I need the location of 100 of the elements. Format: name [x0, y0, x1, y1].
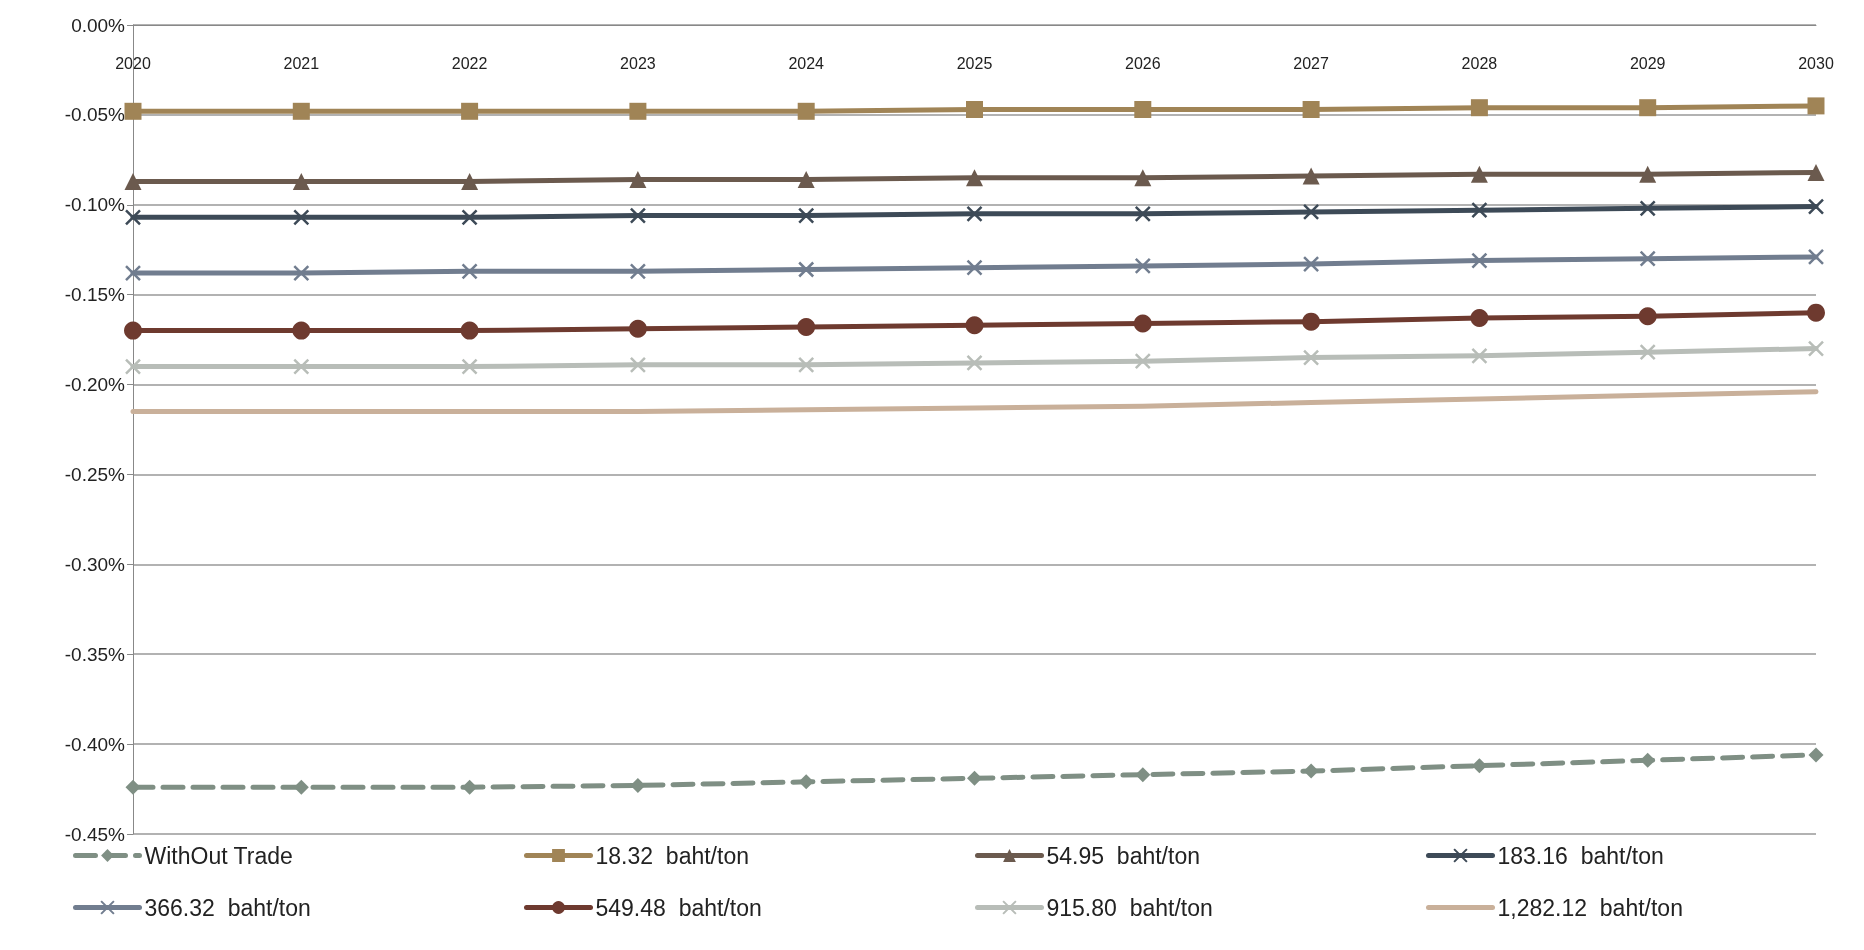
- point: [1134, 352, 1152, 370]
- point: [461, 209, 478, 226]
- point: [629, 171, 647, 189]
- point: [1133, 314, 1152, 333]
- legend-label: 54.95 baht/ton: [1046, 842, 1200, 869]
- point: [1470, 309, 1489, 328]
- point: [628, 319, 647, 338]
- x-tick-label: 2020: [115, 54, 151, 72]
- point: [1639, 99, 1657, 117]
- y-tick-label: -0.10%: [64, 194, 126, 216]
- point: [797, 261, 815, 278]
- point: [124, 209, 142, 226]
- point: [797, 207, 815, 224]
- x-tick-label: 2021: [283, 54, 320, 72]
- point: [966, 101, 983, 118]
- point: [1807, 163, 1825, 181]
- point: [1302, 312, 1321, 331]
- point: [124, 264, 142, 282]
- y-tick-label: -0.15%: [64, 284, 126, 306]
- y-tick-label: -0.45%: [64, 823, 126, 845]
- point: [1638, 307, 1657, 326]
- point: [1640, 752, 1656, 768]
- x-tick-label: 2029: [1629, 54, 1666, 72]
- point: [966, 354, 983, 372]
- point: [1639, 343, 1656, 361]
- point: [460, 321, 479, 340]
- point: [797, 102, 815, 120]
- point: [629, 263, 647, 280]
- point: [1470, 165, 1488, 183]
- y-tick-label: -0.25%: [64, 463, 126, 485]
- point: [1639, 200, 1656, 217]
- point: [461, 358, 478, 375]
- legend-label: 915.80 baht/ton: [1046, 894, 1213, 921]
- point: [797, 318, 816, 337]
- y-tick-label: -0.20%: [64, 374, 126, 396]
- point: [1471, 758, 1487, 774]
- y-tick-label: -0.30%: [64, 553, 126, 575]
- y-tick-label: -0.40%: [64, 733, 126, 755]
- point: [629, 356, 647, 374]
- y-tick-label: 0.00%: [71, 14, 126, 36]
- point: [1135, 767, 1151, 783]
- point: [1471, 201, 1488, 219]
- point: [124, 358, 142, 375]
- point: [124, 102, 142, 120]
- legend-label: 18.32 baht/ton: [595, 842, 749, 869]
- point: [1808, 747, 1824, 763]
- point: [124, 321, 142, 340]
- x-tick-label: 2022: [451, 54, 488, 72]
- point: [1471, 252, 1488, 269]
- point: [1302, 203, 1320, 221]
- point: [1134, 169, 1152, 187]
- y-tick-label: -0.35%: [64, 643, 126, 665]
- point: [1302, 349, 1320, 366]
- x-tick-label: 2023: [620, 54, 656, 72]
- point: [1639, 250, 1656, 267]
- point: [1471, 347, 1488, 365]
- x-tick-label: 2030: [1798, 54, 1834, 72]
- point: [629, 102, 647, 120]
- point: [967, 770, 982, 786]
- x-tick-label: 2025: [956, 54, 993, 72]
- point: [461, 102, 479, 120]
- point: [1807, 248, 1825, 266]
- point: [1302, 255, 1320, 273]
- point: [966, 169, 983, 187]
- point: [1303, 763, 1319, 779]
- point: [1470, 99, 1488, 117]
- x-tick-label: 2026: [1125, 54, 1161, 72]
- x-tick-label: 2024: [788, 54, 825, 72]
- point: [1302, 167, 1320, 185]
- point: [1807, 198, 1825, 215]
- point: [797, 171, 815, 189]
- point: [966, 205, 983, 223]
- point: [293, 358, 310, 375]
- point: [1639, 165, 1657, 183]
- point: [124, 172, 142, 190]
- point: [798, 774, 814, 790]
- x-tick-label: 2028: [1461, 54, 1498, 72]
- point: [1807, 340, 1825, 357]
- point: [461, 263, 478, 280]
- legend-label: 183.16 baht/ton: [1497, 842, 1664, 869]
- legend-label: 549.48 baht/ton: [595, 894, 762, 921]
- point: [1807, 303, 1825, 322]
- x-tick-label: 2027: [1293, 54, 1329, 72]
- point: [293, 209, 310, 226]
- point: [1134, 205, 1152, 223]
- point: [797, 356, 815, 374]
- point: [965, 316, 984, 335]
- point: [1807, 97, 1825, 115]
- point: [966, 259, 983, 276]
- point: [292, 321, 311, 340]
- legend-label: 1,282.12 baht/ton: [1497, 894, 1683, 921]
- point: [461, 172, 479, 190]
- legend-label: WithOut Trade: [144, 842, 293, 869]
- y-tick-label: -0.05%: [64, 104, 126, 126]
- point: [125, 779, 141, 795]
- legend-label: 366.32 baht/ton: [144, 894, 311, 921]
- point: [1134, 257, 1152, 275]
- point: [1134, 101, 1152, 118]
- point: [1302, 101, 1320, 118]
- point: [292, 172, 310, 190]
